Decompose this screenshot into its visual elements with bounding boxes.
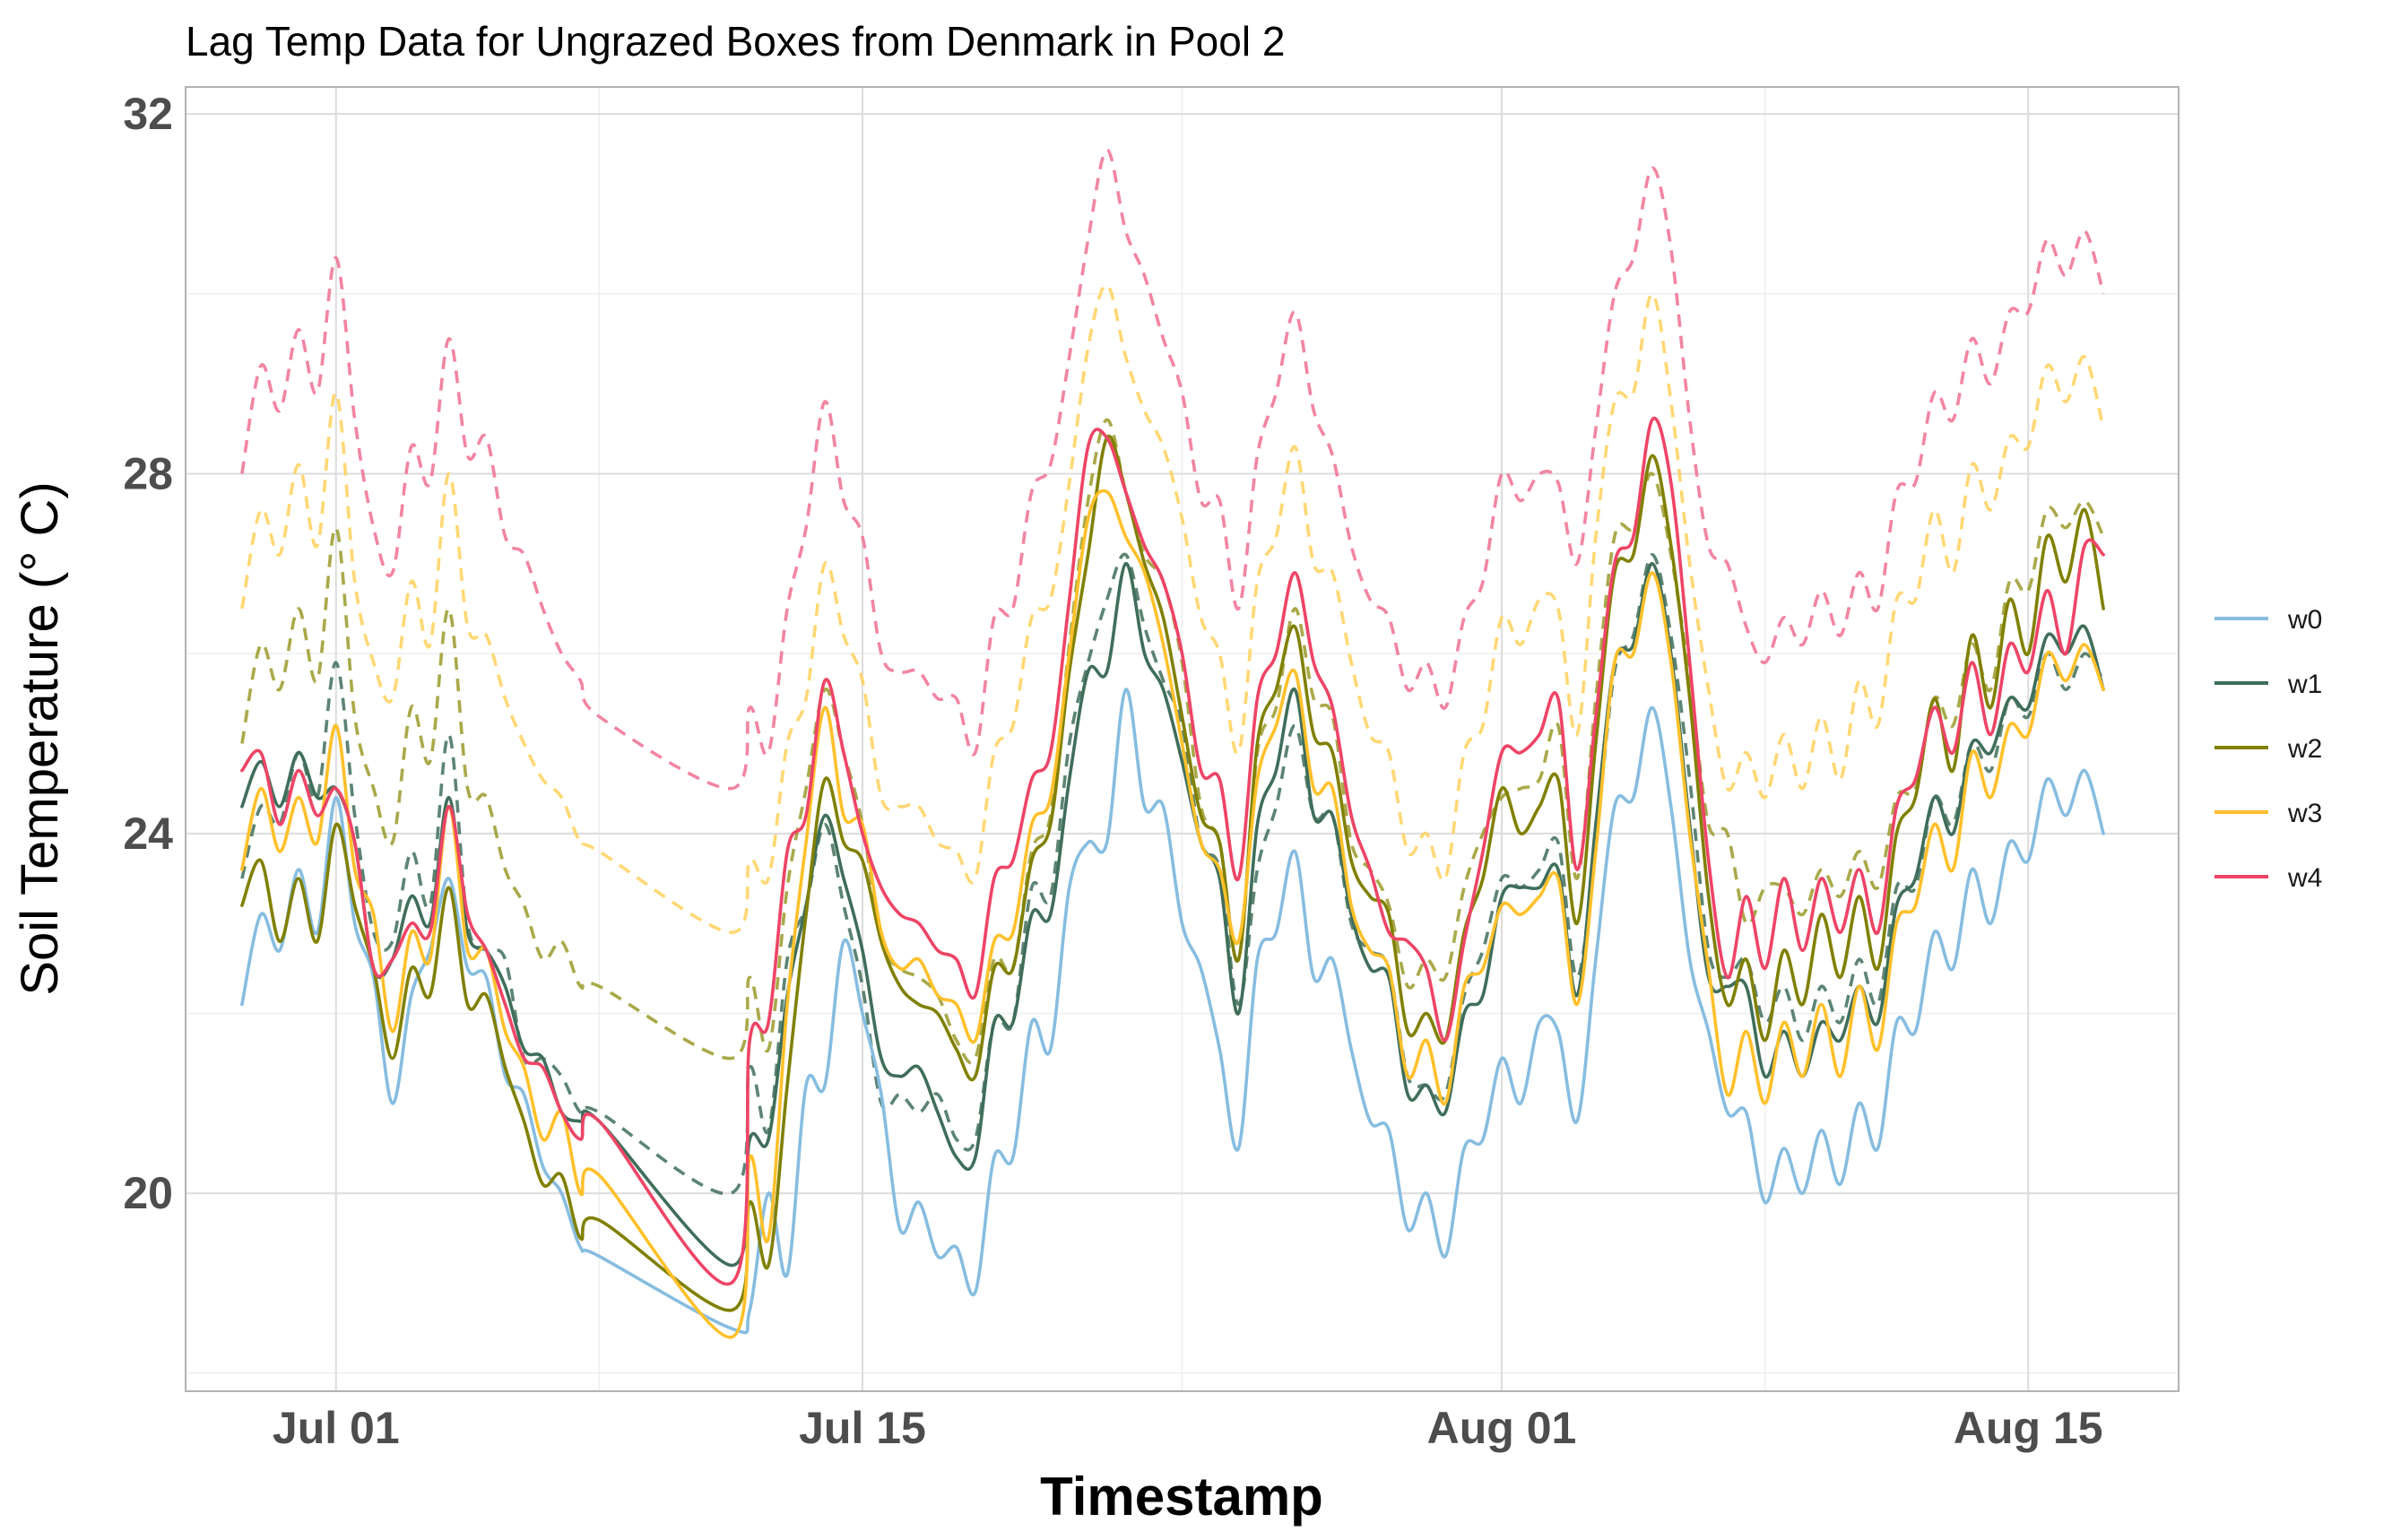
chart-title: Lag Temp Data for Ungrazed Boxes from De… — [186, 18, 1285, 65]
legend-label-w1: w1 — [2287, 670, 2322, 699]
series-line-w2-dashed — [240, 418, 2105, 1065]
x-axis-label: Timestamp — [1040, 1466, 1323, 1527]
series-lines — [240, 148, 2105, 1339]
y-tick-label: 28 — [123, 448, 173, 498]
x-axis-tick-labels: Jul 01 Jul 15 Aug 01 Aug 15 — [273, 1403, 2103, 1453]
x-tick-label: Jul 15 — [799, 1403, 926, 1453]
legend: w0 w1 w2 w3 w4 — [2214, 605, 2322, 893]
y-tick-label: 20 — [123, 1168, 173, 1218]
series-line-w4-solid — [240, 416, 2105, 1286]
series-line-w0-solid — [240, 688, 2105, 1335]
legend-label-w0: w0 — [2287, 605, 2322, 635]
series-line-w1-dashed — [240, 552, 2105, 1196]
y-axis-tick-labels: 20 24 28 32 — [123, 89, 173, 1218]
plot-panel-border — [185, 86, 2180, 1392]
legend-label-w2: w2 — [2287, 734, 2322, 764]
x-tick-label: Jul 01 — [273, 1403, 400, 1453]
y-axis-label: Soil Temperature (° C) — [11, 481, 69, 995]
y-tick-label: 24 — [123, 809, 173, 859]
series-line-w4-dashed — [240, 148, 2105, 791]
series-line-w3-solid — [240, 489, 2105, 1339]
x-tick-label: Aug 15 — [1954, 1403, 2103, 1453]
series-line-w3-dashed — [240, 283, 2105, 935]
legend-label-w4: w4 — [2287, 863, 2322, 893]
major-gridlines — [186, 87, 2179, 1391]
x-tick-label: Aug 01 — [1427, 1403, 1577, 1453]
legend-label-w3: w3 — [2287, 799, 2322, 828]
y-tick-label: 32 — [123, 89, 173, 139]
